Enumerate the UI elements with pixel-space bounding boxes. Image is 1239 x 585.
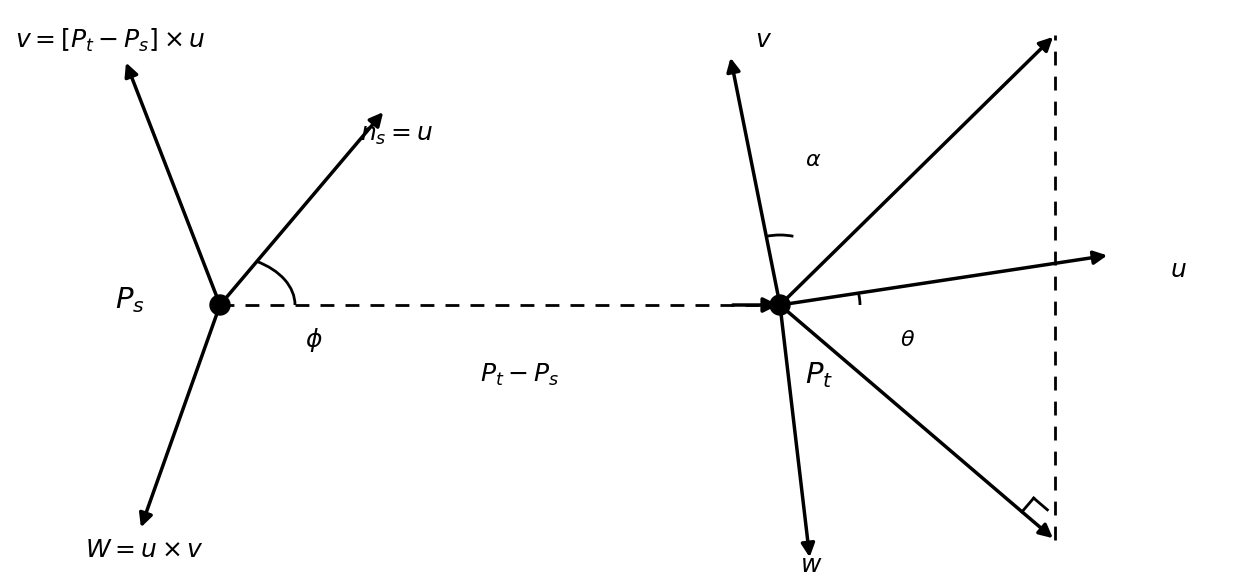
Text: $v=[P_t-P_s]\times u$: $v=[P_t-P_s]\times u$ [15, 26, 206, 54]
Text: $W=u\times v$: $W=u\times v$ [85, 538, 204, 562]
Circle shape [209, 295, 230, 315]
Text: $\theta$: $\theta$ [900, 329, 916, 351]
Text: $n_s=u$: $n_s=u$ [361, 123, 434, 147]
Text: $u$: $u$ [1170, 258, 1187, 282]
Text: $\phi$: $\phi$ [305, 326, 322, 354]
Text: $P_t$: $P_t$ [805, 360, 833, 390]
Text: $P_t-P_s$: $P_t-P_s$ [479, 362, 559, 388]
Circle shape [769, 295, 790, 315]
Text: $w$: $w$ [800, 553, 823, 577]
Text: $P_s$: $P_s$ [115, 285, 145, 315]
Text: $\alpha$: $\alpha$ [805, 149, 821, 171]
Text: $v$: $v$ [755, 28, 772, 52]
